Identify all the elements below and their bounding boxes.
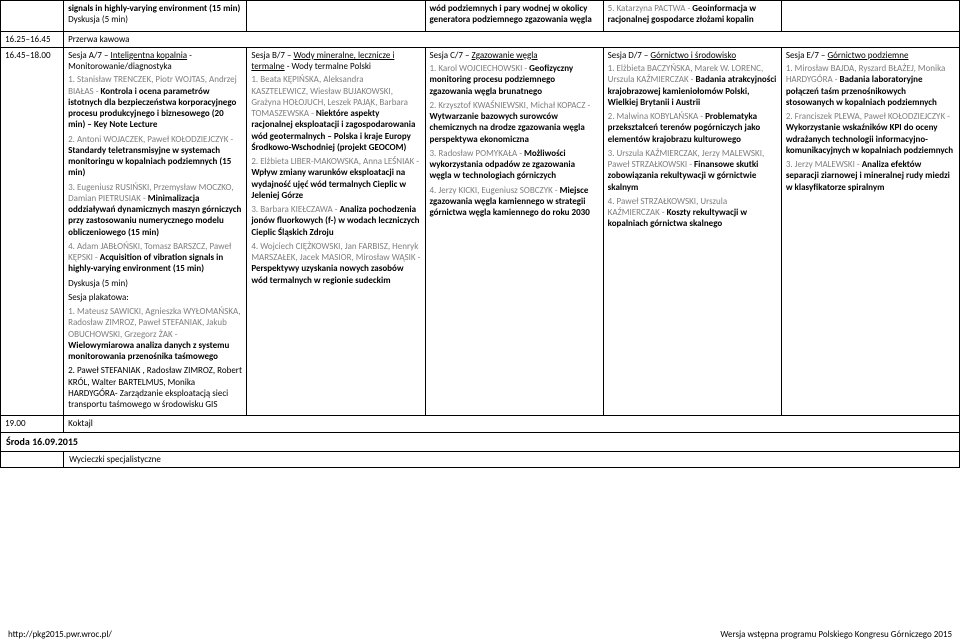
page-footer: http://pkg2015.pwr.wroc.pl/ Wersja wstęp…	[0, 629, 960, 640]
session-a-poster-item-0: 1. Mateusz SAWICKI, Agnieszka WYŁOMAŃSKA…	[68, 306, 242, 362]
session-d-title: Sesja D/7 – Górnictwo i środowisko	[608, 50, 777, 61]
session-d-item-3: 4. Paweł STRZAŁKOWSKI, Urszula KAŹMIERCZ…	[608, 196, 777, 230]
cell-session-a: Sesja A/7 – Inteligentna kopalnia - Moni…	[64, 47, 247, 416]
cell-session-b: Sesja B/7 – Wody mineralne, lecznicze i …	[247, 47, 425, 416]
session-c-item-2: 3. Radosław POMYKAŁA - Możliwości wykorz…	[430, 148, 599, 182]
text-a-top-1: signals in highly-varying environment (1…	[68, 3, 240, 14]
cell-session-c: Sesja C/7 – Zgazowanie węgla 1. Karol WO…	[425, 47, 603, 416]
session-a-item-0: 1. Stanisław TRENCZEK, Piotr WOJTAS, And…	[68, 74, 242, 130]
session-a-item-1: 2. Antoni WOJACZEK, Paweł KOŁODZIEJCZYK …	[68, 134, 242, 179]
session-e-item-1: 2. Franciszek PLEWA, Paweł KOŁODZIEJCZYK…	[786, 111, 955, 156]
session-c-item-3: 4. Jerzy KICKI, Eugeniusz SOBCZYK - Miej…	[430, 185, 599, 219]
session-c-item-0: 1. Karol WOJCIECHOWSKI - Geofizyczny mon…	[430, 63, 599, 97]
break-label: Przerwa kawowa	[64, 31, 960, 47]
session-b-title: Sesja B/7 – Wody mineralne, lecznicze i …	[251, 50, 420, 73]
row-koktajl: 19.00 Koktajl	[1, 416, 960, 432]
session-c-title: Sesja C/7 – Zgazowanie węgla	[430, 50, 599, 61]
cell-c-top: wód podziemnych i pary wodnej w okolicy …	[425, 1, 603, 32]
session-e-title: Sesja E/7 – Górnictwo podziemne	[786, 50, 955, 61]
session-e-item-0: 1. Mirosław BAJDA, Ryszard BŁAŻEJ, Monik…	[786, 63, 955, 108]
session-d-item-1: 2. Malwina KOBYLAŃSKA - Problematyka prz…	[608, 111, 777, 145]
cell-d-top: 5. Katarzyna PACTWA - Geoinformacja w ra…	[603, 1, 781, 32]
row-main-sessions: 16.45–18.00 Sesja A/7 – Inteligentna kop…	[1, 47, 960, 416]
session-a-title: Sesja A/7 – Inteligentna kopalnia - Moni…	[68, 50, 242, 73]
session-a-poster-item-1: 2. Paweł STEFANIAK , Radosław ZIMROZ, Ro…	[68, 365, 242, 410]
session-e-item-2: 3. Jerzy MALEWSKI - Analiza efektów sepa…	[786, 159, 955, 193]
session-a-item-3: 4. Adam JABŁOŃSKI, Tomasz BARSZCZ, Paweł…	[68, 241, 242, 275]
text-c-top: wód podziemnych i pary wodnej w okolicy …	[430, 3, 599, 26]
row-trip: Wycieczki specjalistyczne	[1, 452, 960, 468]
footer-url: http://pkg2015.pwr.wroc.pl/	[8, 629, 112, 640]
row-previous-continuation: signals in highly-varying environment (1…	[1, 1, 960, 32]
koktajl-label: Koktajl	[64, 416, 960, 432]
session-d-item-0: 1. Elżbieta BACZYŃSKA, Marek W. LORENC, …	[608, 63, 777, 108]
cell-b-top	[247, 1, 425, 32]
session-d-item-2: 3. Urszula KAŹMIERCZAK, Jerzy MALEWSKI, …	[608, 148, 777, 193]
cell-a-top: signals in highly-varying environment (1…	[64, 1, 247, 32]
cell-session-e: Sesja E/7 – Górnictwo podziemne 1. Miros…	[781, 47, 959, 416]
trip-time-empty	[1, 452, 64, 468]
sroda-label: Środa 16.09.2015	[1, 432, 960, 452]
cell-time-empty	[1, 1, 64, 32]
row-sroda: Środa 16.09.2015	[1, 432, 960, 452]
session-c-item-1: 2. Krzysztof KWAŚNIEWSKI, Michał KOPACZ …	[430, 100, 599, 145]
koktajl-time: 19.00	[1, 416, 64, 432]
session-b-item-1: 2. Elżbieta LIBER-MAKOWSKA, Anna LEŚNIAK…	[251, 156, 420, 201]
text-d-top: 5. Katarzyna PACTWA - Geoinformacja w ra…	[608, 3, 777, 26]
schedule-table: signals in highly-varying environment (1…	[0, 0, 960, 468]
session-a-poster-title: Sesja plakatowa:	[68, 292, 242, 303]
session-b-item-2: 3. Barbara KIEŁCZAWA - Analiza pochodzen…	[251, 204, 420, 238]
footer-version: Wersja wstępna programu Polskiego Kongre…	[720, 629, 952, 640]
session-b-item-3: 4. Wojciech CIĘŻKOWSKI, Jan FARBISZ, Hen…	[251, 241, 420, 286]
break-time: 16.25–16.45	[1, 31, 64, 47]
cell-e-top	[781, 1, 959, 32]
session-a-item-4: Dyskusja (5 min)	[68, 278, 242, 289]
cell-session-d: Sesja D/7 – Górnictwo i środowisko 1. El…	[603, 47, 781, 416]
session-b-item-0: 1. Beata KĘPIŃSKA, Aleksandra KASZTELEWI…	[251, 74, 420, 153]
row-coffee-break: 16.25–16.45 Przerwa kawowa	[1, 31, 960, 47]
main-time: 16.45–18.00	[1, 47, 64, 416]
session-a-item-2: 3. Eugeniusz RUSIŃSKI, Przemysław MOCZKO…	[68, 182, 242, 238]
trip-label: Wycieczki specjalistyczne	[64, 452, 960, 468]
